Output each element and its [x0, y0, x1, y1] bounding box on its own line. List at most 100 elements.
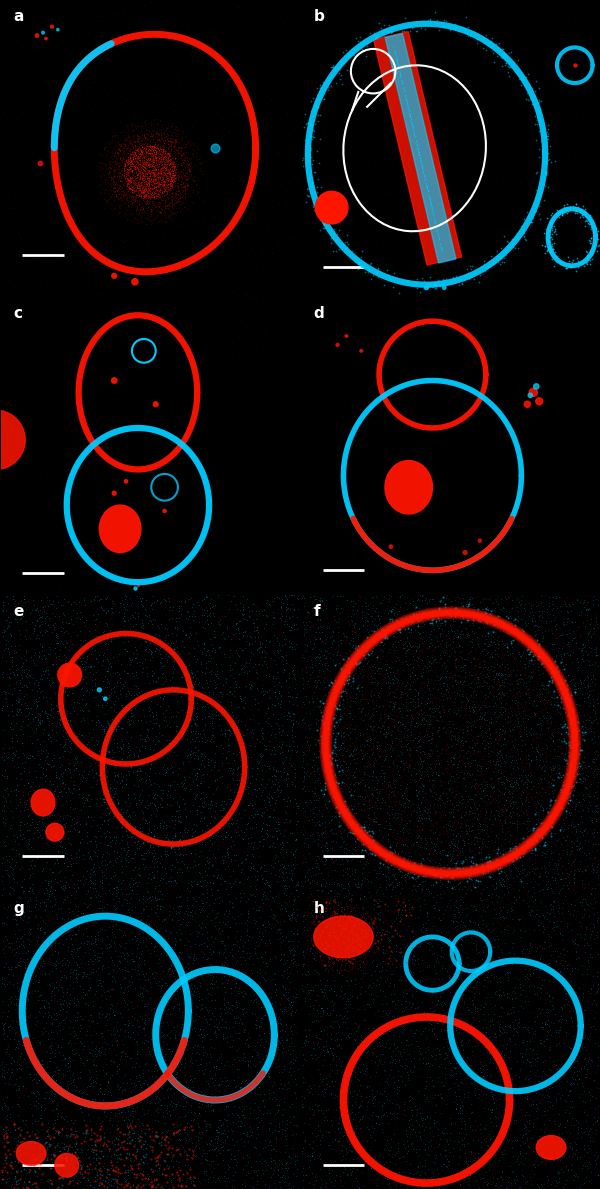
Point: [313, 912, 323, 931]
Point: [389, 710, 399, 729]
Point: [493, 1176, 503, 1189]
Point: [299, 917, 309, 936]
Point: [70, 754, 80, 773]
Point: [346, 628, 355, 647]
Point: [485, 954, 495, 973]
Point: [532, 798, 541, 817]
Point: [176, 897, 185, 916]
Point: [172, 1137, 181, 1156]
Point: [529, 963, 538, 982]
Point: [555, 678, 565, 697]
Point: [39, 996, 49, 1015]
Point: [101, 1007, 110, 1026]
Point: [304, 166, 314, 185]
Point: [69, 961, 79, 980]
Point: [146, 1105, 156, 1124]
Point: [138, 178, 148, 197]
Point: [83, 658, 93, 677]
Point: [439, 722, 449, 741]
Point: [304, 113, 313, 132]
Point: [86, 873, 96, 892]
Point: [44, 1156, 54, 1175]
Point: [438, 792, 448, 811]
Point: [408, 858, 418, 877]
Point: [109, 627, 118, 646]
Point: [109, 188, 118, 207]
Point: [109, 1145, 118, 1164]
Point: [37, 1101, 46, 1120]
Point: [52, 540, 61, 559]
Point: [44, 716, 54, 735]
Point: [179, 132, 189, 151]
Point: [145, 187, 155, 206]
Point: [587, 673, 596, 692]
Point: [493, 787, 503, 806]
Point: [115, 904, 125, 923]
Point: [98, 650, 108, 669]
Point: [91, 1151, 100, 1170]
Point: [424, 861, 433, 880]
Point: [269, 910, 278, 929]
Point: [118, 191, 127, 210]
Point: [95, 1075, 104, 1094]
Point: [226, 373, 236, 392]
Point: [451, 14, 460, 33]
Point: [145, 164, 155, 183]
Point: [121, 980, 130, 999]
Point: [488, 199, 498, 218]
Point: [280, 986, 289, 1005]
Point: [557, 904, 566, 923]
Point: [154, 126, 163, 145]
Point: [521, 740, 531, 759]
Point: [215, 1034, 225, 1053]
Point: [479, 410, 489, 429]
Point: [145, 149, 154, 168]
Point: [351, 823, 361, 842]
Point: [431, 4, 440, 23]
Point: [503, 1086, 513, 1105]
Point: [403, 96, 412, 115]
Point: [586, 580, 595, 599]
Point: [473, 669, 482, 688]
Point: [173, 812, 183, 831]
Point: [545, 587, 554, 606]
Point: [507, 828, 517, 847]
Point: [479, 738, 488, 757]
Point: [95, 970, 104, 989]
Point: [332, 951, 342, 970]
Point: [386, 586, 396, 605]
Point: [386, 1146, 395, 1165]
Point: [112, 1162, 121, 1181]
Point: [153, 1147, 163, 1166]
Point: [359, 737, 369, 756]
Point: [367, 621, 377, 640]
Point: [248, 797, 257, 816]
Point: [409, 946, 419, 965]
Point: [416, 793, 425, 812]
Point: [151, 164, 161, 183]
Point: [509, 203, 518, 222]
Point: [145, 200, 155, 219]
Point: [593, 1056, 600, 1075]
Point: [148, 144, 157, 163]
Point: [327, 854, 337, 873]
Point: [572, 1002, 582, 1021]
Point: [391, 748, 401, 767]
Point: [224, 721, 233, 740]
Point: [289, 466, 298, 485]
Point: [464, 690, 474, 709]
Point: [323, 659, 332, 678]
Point: [535, 755, 544, 774]
Point: [250, 1101, 259, 1120]
Point: [378, 979, 388, 998]
Point: [112, 789, 122, 809]
Point: [456, 945, 466, 964]
Point: [269, 740, 279, 759]
Point: [540, 835, 550, 854]
Point: [491, 1176, 501, 1189]
Point: [395, 685, 405, 704]
Point: [536, 132, 546, 151]
Point: [491, 1078, 500, 1097]
Point: [481, 854, 491, 873]
Point: [425, 780, 435, 799]
